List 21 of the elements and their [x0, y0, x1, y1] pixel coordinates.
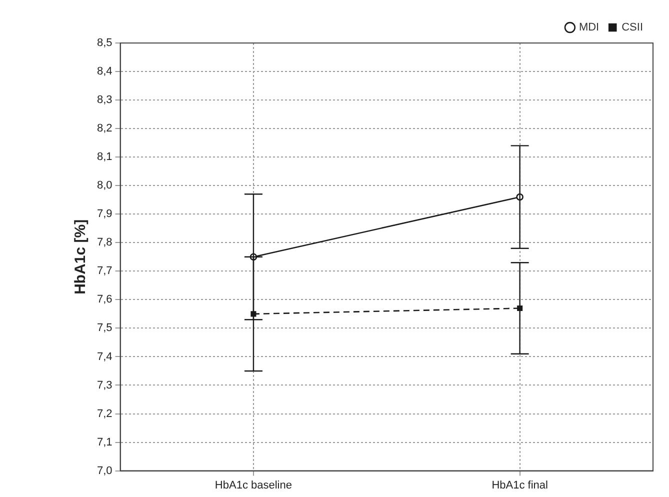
y-tick-label: 8,1	[96, 151, 112, 164]
y-tick-label: 7,4	[96, 350, 112, 363]
y-tick-label: 7,3	[96, 379, 112, 392]
y-tick-label: 7,2	[96, 408, 112, 420]
y-tick-label: 7,6	[96, 294, 112, 306]
y-tick-label: 7,0	[96, 464, 112, 477]
y-tick-label: 8,0	[96, 180, 112, 192]
x-tick-label: HbA1c final	[492, 479, 548, 492]
legend-label: MDI	[578, 22, 600, 34]
y-tick-label: 7,5	[96, 322, 112, 334]
legend-label: CSII	[622, 22, 644, 34]
x-tick-label: HbA1c baseline	[214, 479, 292, 492]
y-tick-label: 7,9	[96, 208, 112, 220]
y-tick-label: 8,2	[96, 122, 112, 135]
y-tick-label: 7,7	[96, 265, 112, 278]
y-tick-label: 8,5	[96, 37, 112, 50]
y-axis-title: HbA1c [%]	[72, 219, 90, 294]
y-tick-label: 8,4	[96, 66, 112, 78]
y-tick-label: 8,3	[96, 94, 112, 106]
y-tick-label: 7,8	[96, 236, 112, 249]
y-tick-label: 7,1	[96, 436, 112, 448]
